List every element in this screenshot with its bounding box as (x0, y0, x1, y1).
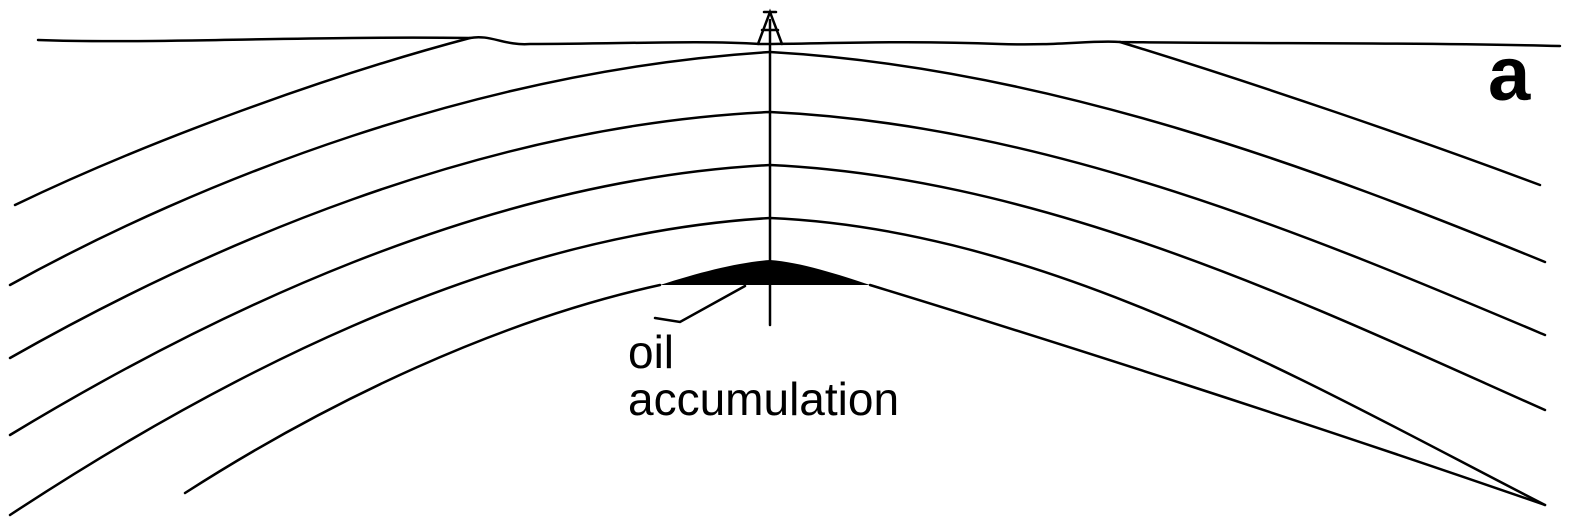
leader-line (655, 286, 745, 322)
label-line-2: accumulation (628, 373, 899, 425)
diagram: oil accumulation a (0, 0, 1572, 530)
panel-label: a (1488, 32, 1531, 117)
layer-2 (10, 112, 1545, 358)
layer-top-right (1120, 42, 1540, 185)
label-line-1: oil (628, 326, 674, 378)
layer-1 (10, 52, 1545, 285)
ground-surface (38, 37, 1560, 46)
page: oil accumulation a (() => { const data =… (0, 0, 1572, 530)
oil-accumulation (660, 260, 870, 285)
